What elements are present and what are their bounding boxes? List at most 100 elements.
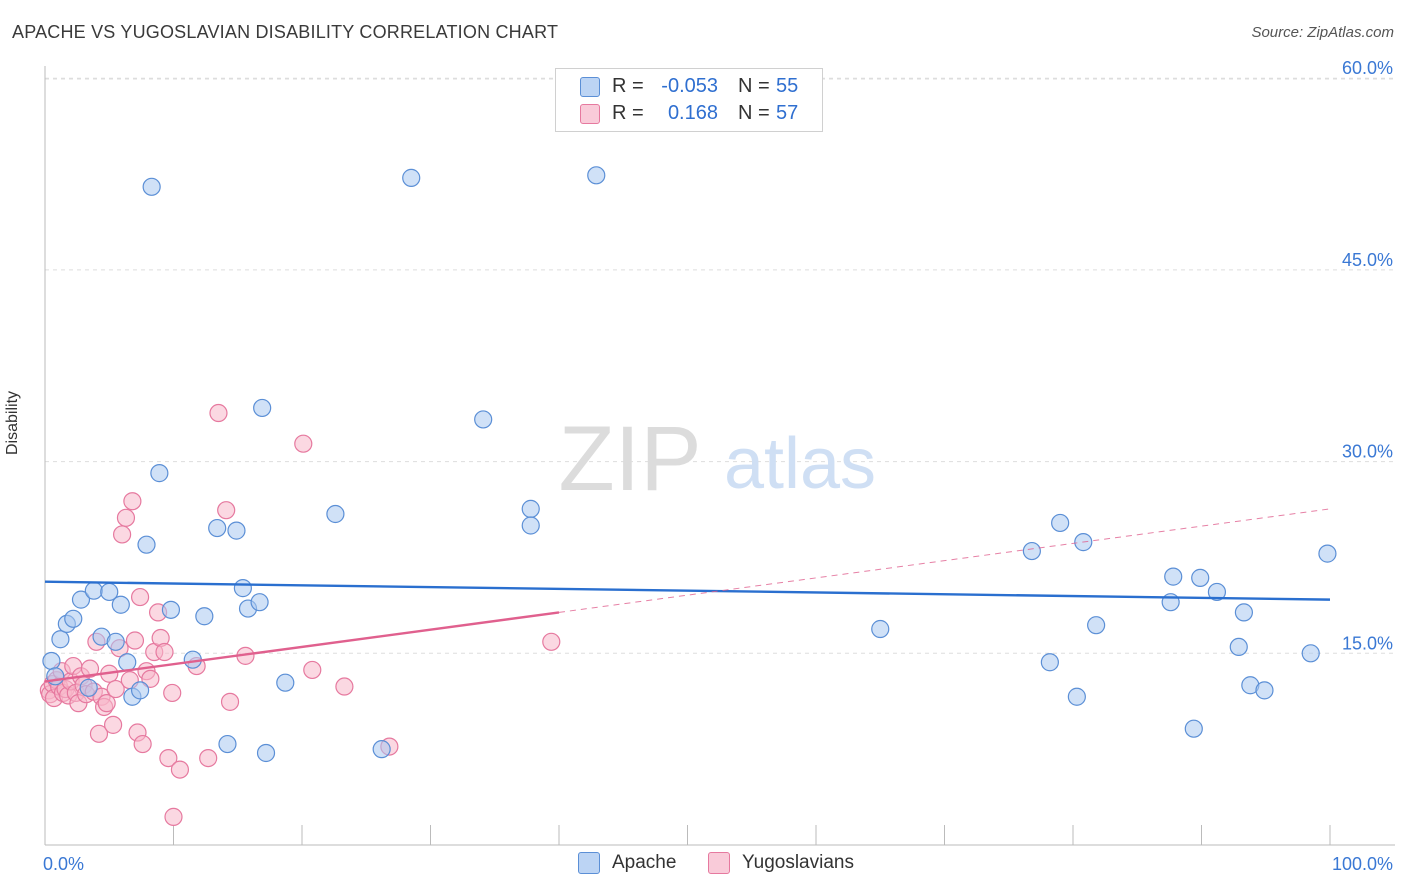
apache-point [474,410,493,429]
r-value: -0.053 [661,75,718,97]
yugoslavians-point [164,807,183,826]
apache-point [521,516,540,535]
yugoslavians-trend-extension [558,508,1331,613]
apache-point [253,398,272,418]
x-tick-label: 100.0% [1332,854,1393,874]
apache-point [1184,719,1203,738]
yugoslavians-point [130,587,150,607]
apache-point [326,504,345,524]
yugoslavians-point [335,677,354,696]
yugoslavians-swatch [708,852,730,874]
apache-point [106,632,125,651]
n-value: 57 [776,102,799,124]
apache-point [256,743,276,763]
legend-row-apache: R = -0.053 N = 55 [580,75,798,98]
apache-point [150,464,169,483]
source-label: Source: ZipAtlas.com [1251,24,1394,41]
legend-label-yugoslavians: Yugoslavians [742,852,854,873]
apache-point [1191,568,1210,587]
yugoslavians-point [123,492,142,511]
apache-point [64,609,83,628]
apache-point [118,653,137,672]
apache-point [871,619,890,639]
n-value: 55 [776,75,799,97]
legend-item-apache[interactable]: Apache [578,852,676,874]
yugoslavians-point [97,694,116,713]
yugoslavians-point [89,724,109,743]
apache-point [195,607,214,626]
watermark-zip: ZIP [558,408,701,510]
apache-point [1207,582,1227,602]
apache-point [208,518,227,538]
apache-point [1164,567,1183,586]
yugoslavians-point [220,692,240,711]
yugoslavians-point [141,669,160,688]
yugoslavians-point [125,631,145,650]
watermark: ZIP atlas [558,408,876,510]
y-tick-label: 45.0% [1342,250,1393,270]
trend-lines [44,508,1331,683]
apache-point [137,535,156,554]
yugoslavians-point [80,659,100,678]
yugoslavians-point [106,679,125,699]
apache-point [46,667,65,686]
apache-point [161,600,181,619]
chart-title: APACHE VS YUGOSLAVIAN DISABILITY CORRELA… [12,22,559,42]
apache-point [1229,637,1248,657]
apache-point [79,678,98,697]
apache-swatch [578,852,600,874]
apache-point [402,168,421,187]
apache-point [227,521,246,540]
yugoslavians-point [116,508,136,527]
legend-row-yugoslavians: R = 0.168 N = 57 [580,102,798,125]
yugoslavians-point [170,760,190,779]
apache-point [51,630,70,649]
apache-point [1040,653,1059,672]
apache-point [250,593,269,612]
legend-item-yugoslavians[interactable]: Yugoslavians [708,852,854,874]
y-tick-label: 60.0% [1342,58,1393,78]
apache-point [1051,513,1070,533]
yugoslavians-point [209,403,228,423]
apache-point [1067,687,1086,706]
apache-point [218,734,237,754]
apache-point [276,673,295,692]
apache-point [1022,541,1041,561]
data-points [39,166,1337,826]
apache-point [372,740,391,759]
axes [44,66,1395,846]
yugoslavians-point [303,660,322,680]
r-label: R = [612,102,644,124]
y-tick-label: 15.0% [1342,633,1393,653]
n-label: N = [738,75,770,97]
apache-point [1255,681,1274,700]
yugoslavians-point [112,525,132,544]
yugoslavians-point [159,748,178,768]
apache-swatch [580,76,600,97]
apache-point [130,681,150,700]
apache-point [84,581,103,600]
n-label: N = [738,102,770,124]
yugoslavians-point [294,434,313,453]
apache-point [42,651,61,671]
apache-point [1234,603,1254,622]
apache-point [1301,644,1320,663]
yugoslavians-trend-line [44,611,560,683]
yugoslavians-point [133,734,152,754]
apache-point [142,177,161,196]
gridlines [45,77,1395,654]
correlation-legend: R = -0.053 N = 55 R = 0.168 N = 57 [555,68,823,132]
yugoslavians-point [155,642,174,662]
yugoslavians-swatch [580,103,600,124]
apache-point [233,579,252,598]
r-label: R = [612,75,644,97]
apache-point [521,499,540,518]
x-tick-label: 0.0% [43,854,84,874]
apache-point [1318,544,1337,563]
yugoslavians-point [199,748,218,768]
y-tick-label: 30.0% [1342,442,1393,462]
legend-label-apache: Apache [612,852,677,873]
yugoslavians-point [542,632,561,651]
tick-labels: 15.0% 30.0% 45.0% 60.0% 0.0% 100.0% [43,58,1393,874]
